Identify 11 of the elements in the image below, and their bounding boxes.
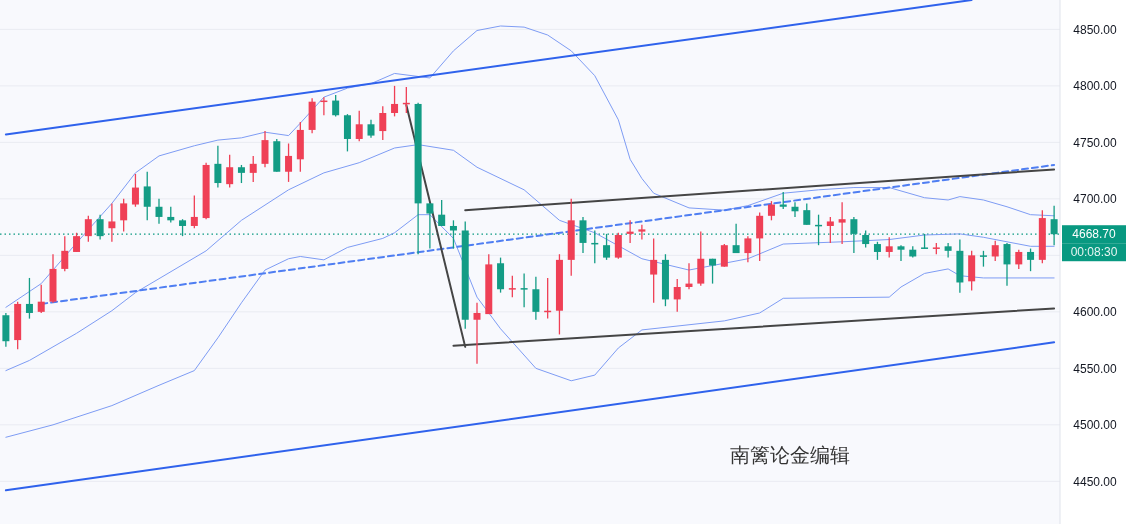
- y-tick-label: 4850.00: [1073, 22, 1118, 37]
- y-tick-label: 4750.00: [1073, 135, 1118, 150]
- text: 00:08:30: [1070, 245, 1118, 260]
- y-tick-label: 4700.00: [1073, 192, 1118, 207]
- y-tick-label: 4600.00: [1073, 305, 1118, 320]
- annotation: 南篱论金编辑: [730, 444, 850, 466]
- y-tick-label: 4450.00: [1073, 474, 1118, 489]
- y-tick-label: 4800.00: [1073, 79, 1118, 94]
- y-tick-label: 4550.00: [1073, 361, 1118, 376]
- ref-line-label: 4668.70: [1072, 227, 1117, 242]
- y-tick-label: 4500.00: [1073, 418, 1118, 433]
